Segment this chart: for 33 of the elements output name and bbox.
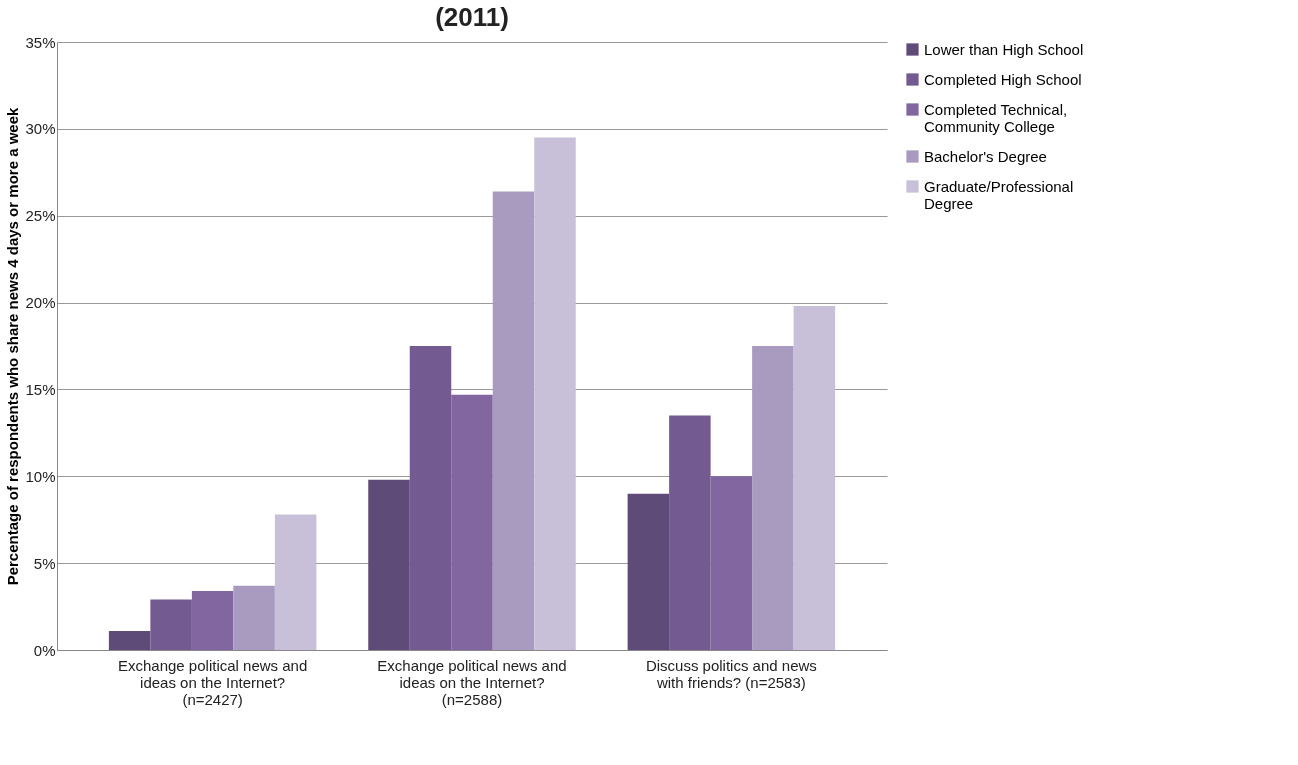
bar <box>409 346 452 650</box>
y-tick-label: 30% <box>25 120 56 138</box>
y-tick-label: 15% <box>25 380 56 398</box>
x-tick-label: Discuss politics and news with friends? (n=2583) <box>645 656 817 691</box>
y-tick-label: 10% <box>25 467 56 485</box>
bar <box>274 514 317 650</box>
bar <box>108 630 151 650</box>
y-tick-label: 25% <box>25 207 56 225</box>
y-tick-label: 20% <box>25 294 56 312</box>
bar <box>191 590 234 650</box>
legend-label: Completed High School <box>924 70 1082 88</box>
y-tick-label: 35% <box>25 33 56 51</box>
bar <box>710 476 753 650</box>
chart-title: (2011) <box>435 2 509 32</box>
bar <box>492 191 535 650</box>
y-tick-label: 5% <box>33 554 56 572</box>
bar <box>627 493 670 650</box>
bar <box>150 599 192 650</box>
legend-label: Graduate/Professional Degree <box>924 177 1074 212</box>
x-tick-label: Exchange political news and ideas on the Internet? (n=2427) <box>117 656 308 708</box>
bar <box>793 306 836 650</box>
legend-label: Lower than High School <box>924 40 1084 58</box>
y-tick-label: 0% <box>33 641 56 659</box>
bar <box>669 415 711 650</box>
bar <box>233 585 275 650</box>
bar <box>451 394 493 650</box>
x-tick-label: Exchange political news and ideas on the Internet? (n=2588) <box>377 656 567 708</box>
bar <box>534 137 576 650</box>
legend-label: Bachelor's Degree <box>924 147 1047 165</box>
bar <box>368 479 410 650</box>
y-axis-title: Percentage of respondents who share news 4 days or more a week <box>4 107 22 586</box>
bar <box>752 346 794 650</box>
legend-label: Completed Technical, Community College <box>924 100 1068 135</box>
